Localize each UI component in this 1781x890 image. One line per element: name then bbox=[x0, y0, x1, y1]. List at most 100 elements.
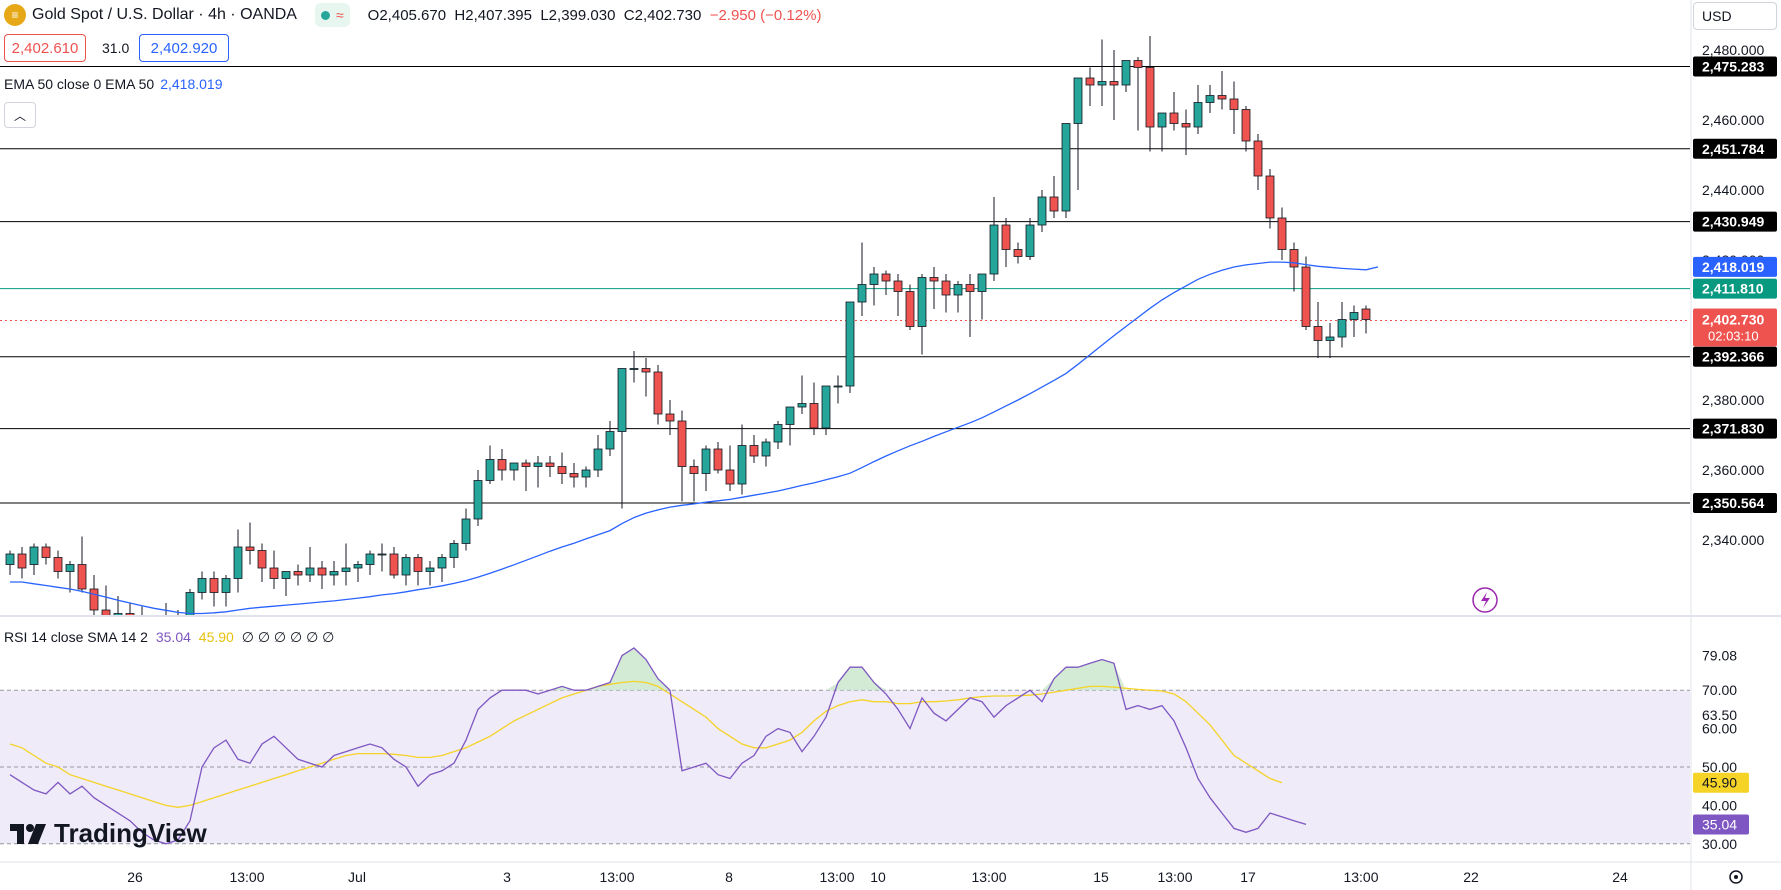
candle-body[interactable] bbox=[1349, 312, 1359, 320]
candle-body[interactable] bbox=[449, 543, 459, 558]
candle-body[interactable] bbox=[1217, 95, 1227, 100]
candle-body[interactable] bbox=[1157, 112, 1167, 128]
candle-body[interactable] bbox=[665, 413, 675, 422]
candle-body[interactable] bbox=[1337, 319, 1347, 338]
candle-body[interactable] bbox=[689, 466, 699, 474]
candle-body[interactable] bbox=[401, 557, 411, 576]
candle-body[interactable] bbox=[1025, 224, 1035, 257]
candle-body[interactable] bbox=[713, 448, 723, 471]
candle-body[interactable] bbox=[641, 368, 651, 373]
rsi-line[interactable] bbox=[9, 647, 1307, 845]
candle-body[interactable] bbox=[1193, 102, 1203, 128]
candle-body[interactable] bbox=[533, 462, 543, 467]
level-price-tag[interactable]: 2,475.283 bbox=[1693, 56, 1777, 77]
candle-body[interactable] bbox=[317, 567, 327, 576]
level-price-tag[interactable]: 2,451.784 bbox=[1693, 138, 1777, 159]
candle-body[interactable] bbox=[185, 592, 195, 639]
candle-body[interactable] bbox=[89, 588, 99, 611]
candle-body[interactable] bbox=[785, 406, 795, 425]
ema-legend[interactable]: EMA 50 close 0 EMA 50 2,418.019 bbox=[4, 76, 223, 92]
level-price-tag[interactable]: 2,371.830 bbox=[1693, 418, 1777, 439]
candle-body[interactable] bbox=[509, 462, 519, 471]
candle-body[interactable] bbox=[1037, 196, 1047, 226]
candle-body[interactable] bbox=[653, 371, 663, 415]
ema-price-tag[interactable]: 2,418.019 bbox=[1693, 256, 1777, 277]
candle-body[interactable] bbox=[1289, 249, 1299, 268]
candle-body[interactable] bbox=[989, 224, 999, 275]
candle-body[interactable] bbox=[569, 473, 579, 478]
candle-body[interactable] bbox=[1169, 112, 1179, 124]
candle-body[interactable] bbox=[413, 557, 423, 572]
candle-body[interactable] bbox=[281, 571, 291, 579]
candle-body[interactable] bbox=[461, 518, 471, 544]
candle-body[interactable] bbox=[809, 403, 819, 429]
candle-body[interactable] bbox=[773, 424, 783, 443]
level-price-tag[interactable]: 2,411.810 bbox=[1693, 278, 1777, 299]
candle-body[interactable] bbox=[1301, 266, 1311, 327]
candle-body[interactable] bbox=[761, 441, 771, 457]
level-price-tag[interactable]: 2,392.366 bbox=[1693, 346, 1777, 367]
candle-body[interactable] bbox=[29, 546, 39, 565]
candle-body[interactable] bbox=[197, 578, 207, 593]
candle-body[interactable] bbox=[905, 291, 915, 327]
candle-body[interactable] bbox=[749, 445, 759, 457]
candle-body[interactable] bbox=[485, 459, 495, 481]
candle-body[interactable] bbox=[53, 557, 63, 572]
rsi-sma-line[interactable] bbox=[9, 680, 1283, 808]
candle-body[interactable] bbox=[593, 448, 603, 471]
candle-body[interactable] bbox=[65, 564, 75, 572]
candle-body[interactable] bbox=[233, 546, 243, 579]
candle-body[interactable] bbox=[329, 571, 339, 576]
candle-body[interactable] bbox=[965, 284, 975, 292]
candle-body[interactable] bbox=[1277, 217, 1287, 250]
candle-body[interactable] bbox=[557, 466, 567, 474]
candle-body[interactable] bbox=[617, 368, 627, 432]
candle-body[interactable] bbox=[737, 445, 747, 485]
candle-body[interactable] bbox=[1133, 60, 1143, 68]
candle-body[interactable] bbox=[701, 448, 711, 474]
candle-body[interactable] bbox=[113, 613, 123, 618]
lightning-icon[interactable] bbox=[1472, 587, 1498, 613]
candle-body[interactable] bbox=[1181, 123, 1191, 128]
candle-body[interactable] bbox=[125, 613, 135, 621]
symbol-title[interactable]: Gold Spot / U.S. Dollar · 4h · OANDA bbox=[32, 6, 297, 23]
rsi-pane[interactable] bbox=[9, 647, 1307, 845]
level-price-tag[interactable]: 2,430.949 bbox=[1693, 211, 1777, 232]
candle-body[interactable] bbox=[1013, 249, 1023, 257]
candle-body[interactable] bbox=[425, 567, 435, 572]
candle-body[interactable] bbox=[917, 277, 927, 327]
candle-body[interactable] bbox=[1109, 81, 1119, 86]
candle-body[interactable] bbox=[365, 553, 375, 565]
ema-line[interactable] bbox=[10, 261, 1379, 615]
candle-body[interactable] bbox=[101, 609, 111, 617]
candle-body[interactable] bbox=[1073, 77, 1083, 124]
tradingview-logo[interactable]: TradingView bbox=[8, 818, 207, 849]
market-status[interactable]: ≈ bbox=[314, 3, 350, 27]
sell-button[interactable]: 2,402.610 bbox=[4, 34, 86, 62]
candle-body[interactable] bbox=[257, 550, 267, 569]
collapse-legend-button[interactable]: ︿ bbox=[4, 102, 36, 128]
candle-body[interactable] bbox=[941, 280, 951, 296]
candle-body[interactable] bbox=[677, 420, 687, 467]
candle-body[interactable] bbox=[605, 431, 615, 450]
candle-body[interactable] bbox=[437, 557, 447, 569]
candle-body[interactable] bbox=[929, 277, 939, 282]
candle-body[interactable] bbox=[1253, 140, 1263, 177]
candle-body[interactable] bbox=[629, 368, 639, 370]
candle-body[interactable] bbox=[1241, 109, 1251, 142]
candle-body[interactable] bbox=[17, 553, 27, 569]
candle-body[interactable] bbox=[821, 385, 831, 429]
candle-body[interactable] bbox=[521, 462, 531, 467]
candle-body[interactable] bbox=[269, 567, 279, 579]
candle-body[interactable] bbox=[353, 564, 363, 569]
candle-body[interactable] bbox=[305, 567, 315, 576]
candle-body[interactable] bbox=[1325, 336, 1335, 341]
candle-body[interactable] bbox=[1085, 77, 1095, 86]
candle-body[interactable] bbox=[893, 280, 903, 292]
rsi-legend[interactable]: RSI 14 close SMA 14 2 35.04 45.90 ∅ ∅ ∅ … bbox=[4, 629, 334, 646]
candle-body[interactable] bbox=[5, 553, 15, 565]
candle-body[interactable] bbox=[977, 273, 987, 292]
candle-body[interactable] bbox=[221, 578, 231, 593]
